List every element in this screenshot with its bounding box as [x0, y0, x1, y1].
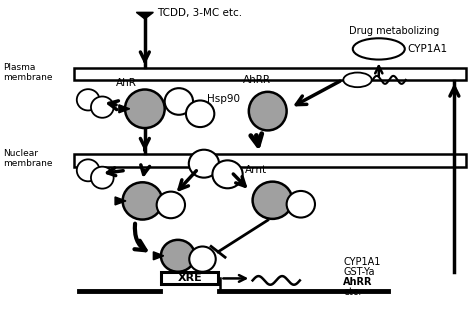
Bar — [74, 67, 466, 80]
Text: Nuclear
membrane: Nuclear membrane — [3, 149, 53, 168]
Polygon shape — [115, 197, 126, 205]
Polygon shape — [137, 12, 154, 19]
Ellipse shape — [343, 72, 372, 87]
Ellipse shape — [91, 97, 114, 118]
Ellipse shape — [123, 182, 162, 219]
Ellipse shape — [353, 38, 405, 59]
Text: AhRR: AhRR — [343, 278, 373, 288]
Ellipse shape — [77, 89, 100, 111]
Bar — [161, 273, 218, 285]
Text: Drug metabolizing: Drug metabolizing — [349, 26, 440, 36]
Ellipse shape — [186, 101, 214, 127]
Text: TCDD, 3-MC etc.: TCDD, 3-MC etc. — [156, 8, 242, 18]
Ellipse shape — [212, 160, 243, 188]
Text: etc.: etc. — [343, 287, 362, 297]
Ellipse shape — [189, 150, 219, 178]
Ellipse shape — [91, 167, 114, 189]
Text: Plasma
membrane: Plasma membrane — [3, 62, 53, 82]
Text: AhRR: AhRR — [243, 74, 271, 85]
Ellipse shape — [156, 192, 185, 218]
Text: Arnt: Arnt — [245, 165, 267, 175]
Text: Hsp90: Hsp90 — [207, 94, 240, 104]
Ellipse shape — [253, 182, 292, 219]
Ellipse shape — [77, 159, 100, 181]
Ellipse shape — [161, 240, 195, 272]
Ellipse shape — [287, 191, 315, 217]
Ellipse shape — [249, 92, 287, 130]
Polygon shape — [119, 105, 130, 113]
Ellipse shape — [164, 88, 193, 115]
Polygon shape — [154, 252, 164, 260]
Text: AhR: AhR — [116, 78, 137, 88]
Text: CYP1A1: CYP1A1 — [343, 258, 381, 268]
Text: GST-Ya: GST-Ya — [343, 268, 375, 278]
Ellipse shape — [125, 90, 164, 128]
Ellipse shape — [189, 246, 216, 272]
Text: XRE: XRE — [177, 274, 202, 284]
Text: CYP1A1: CYP1A1 — [407, 44, 447, 54]
Bar — [74, 154, 466, 167]
